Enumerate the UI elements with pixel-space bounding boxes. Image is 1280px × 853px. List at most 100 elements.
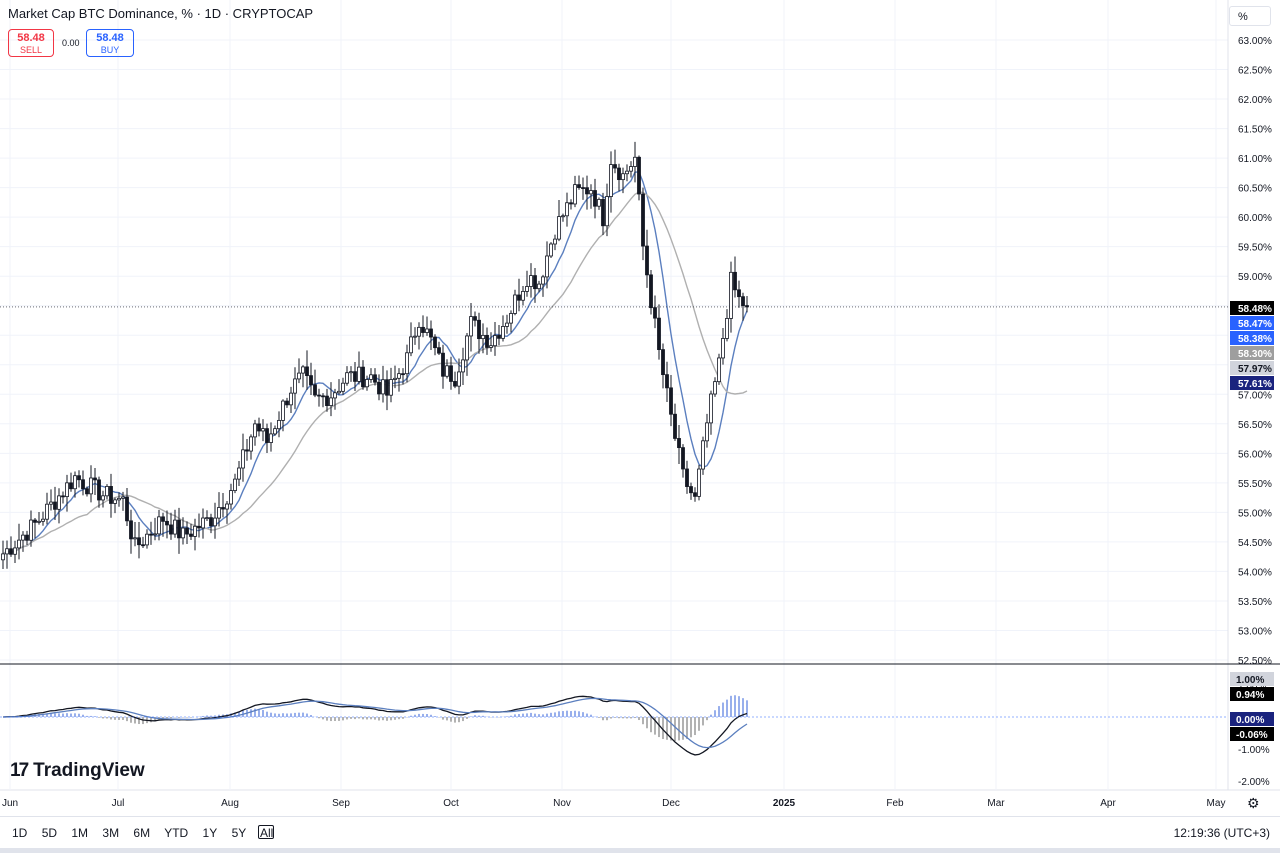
price-label: 57.61%	[1238, 379, 1272, 390]
candle-body	[741, 296, 745, 306]
candle-body	[745, 305, 749, 308]
candle-body	[637, 156, 641, 195]
candle-body	[601, 199, 605, 227]
candle-body	[225, 503, 229, 510]
candle-body	[81, 479, 85, 490]
candle-body	[565, 202, 569, 217]
y-tick-label: 57.00%	[1238, 390, 1272, 401]
gear-icon[interactable]: ⚙	[1247, 795, 1260, 811]
candle-body	[337, 390, 341, 394]
candle-body	[97, 479, 101, 501]
time-axis[interactable]: Jun Jul Aug Sep Oct Nov Dec 2025 Feb Mar Apr May	[2, 798, 1226, 809]
y-tick-label: 53.00%	[1238, 626, 1272, 637]
candle-body	[589, 190, 593, 195]
candle-body	[125, 496, 129, 522]
x-tick-label: Dec	[662, 798, 680, 809]
candle-body	[465, 335, 469, 361]
candle-body	[409, 336, 413, 354]
scale-mode-button[interactable]: %	[1229, 6, 1271, 26]
range-all[interactable]: All	[259, 826, 274, 840]
candle-body	[349, 371, 353, 374]
x-tick-label: Feb	[886, 798, 904, 809]
calendar-icon[interactable]	[258, 825, 274, 839]
range-1m[interactable]: 1M	[71, 826, 89, 840]
candle-body	[57, 495, 61, 510]
candle-body	[521, 290, 525, 301]
candle-body	[53, 501, 57, 510]
macd-label-bg	[1230, 672, 1274, 686]
range-1d[interactable]: 1D	[12, 826, 28, 840]
candle-body	[121, 496, 125, 499]
candle-body	[169, 524, 173, 535]
candle-body	[445, 365, 449, 377]
candle-body	[693, 492, 697, 497]
y-tick-label: 55.00%	[1238, 508, 1272, 519]
range-5y[interactable]: 5Y	[231, 826, 247, 840]
candle-body	[493, 335, 497, 347]
buy-value: 58.48	[96, 32, 124, 44]
candle-body	[509, 313, 513, 324]
sell-value: 58.48	[17, 32, 45, 44]
macd-tick-label: 1.00%	[1238, 681, 1266, 692]
candle-body	[341, 382, 345, 392]
buy-label: BUY	[100, 45, 120, 55]
bottom-toolbar: 1D 5D 1M 3M 6M YTD 1Y 5Y All 12:19:36 (U…	[0, 816, 1280, 849]
candle-body	[489, 345, 493, 348]
y-tick-label: 54.00%	[1238, 567, 1272, 578]
candle-body	[641, 193, 645, 247]
candle-body	[477, 319, 481, 340]
candle-body	[469, 316, 473, 337]
candle-body	[129, 520, 133, 540]
candles[interactable]	[1, 141, 749, 570]
range-3m[interactable]: 3M	[102, 826, 120, 840]
price-label-bg	[1230, 376, 1274, 390]
candle-body	[193, 525, 197, 537]
range-ytd[interactable]: YTD	[164, 826, 189, 840]
candle-body	[217, 507, 221, 519]
y-tick-label: 63.00%	[1238, 36, 1272, 47]
tradingview-logo-icon: 17	[10, 760, 29, 781]
range-5d[interactable]: 5D	[41, 826, 58, 840]
macd-label-bg	[1230, 727, 1274, 741]
candle-body	[369, 374, 373, 380]
candle-body	[181, 527, 185, 539]
candle-body	[165, 520, 169, 526]
macd-tick-label: -2.00%	[1238, 777, 1270, 788]
price-label-bg	[1230, 346, 1274, 360]
candle-body	[633, 156, 637, 167]
macd-pane	[0, 695, 1228, 756]
x-tick-label: Jun	[2, 798, 18, 809]
range-1y[interactable]: 1Y	[202, 826, 218, 840]
candle-body	[313, 384, 317, 396]
candle-body	[681, 447, 685, 470]
candle-body	[569, 202, 573, 205]
sell-button[interactable]: 58.48 SELL	[8, 29, 54, 57]
candle-body	[105, 486, 109, 497]
y-tick-label: 55.50%	[1238, 479, 1272, 490]
candle-body	[221, 507, 225, 510]
candle-body	[385, 379, 389, 396]
y-tick-label: 62.00%	[1238, 95, 1272, 106]
candle-body	[397, 373, 401, 379]
candle-body	[713, 381, 717, 395]
sell-label: SELL	[19, 45, 43, 55]
candle-body	[153, 533, 157, 536]
price-axis[interactable]: 63.00% 62.50% 62.00% 61.50% 61.00% 60.50% 60.0…	[1230, 36, 1274, 788]
candle-body	[485, 334, 489, 348]
clock[interactable]: 12:19:36 (UTC+3)	[1173, 826, 1270, 840]
chart[interactable]: 63.00% 62.50% 62.00% 61.50% 61.00% 60.50% 60.0…	[0, 0, 1280, 816]
candle-body	[1, 553, 5, 561]
candle-body	[17, 539, 21, 549]
candle-body	[505, 322, 509, 327]
buy-button[interactable]: 58.48 BUY	[86, 29, 134, 57]
y-tick-label: 61.50%	[1238, 125, 1272, 136]
candle-body	[13, 547, 17, 555]
range-6m[interactable]: 6M	[133, 826, 151, 840]
candle-body	[309, 375, 313, 386]
candle-body	[377, 381, 381, 395]
candle-body	[161, 516, 165, 522]
candle-body	[353, 371, 357, 382]
candle-body	[433, 336, 437, 349]
candle-body	[269, 433, 273, 443]
candle-body	[577, 184, 581, 188]
